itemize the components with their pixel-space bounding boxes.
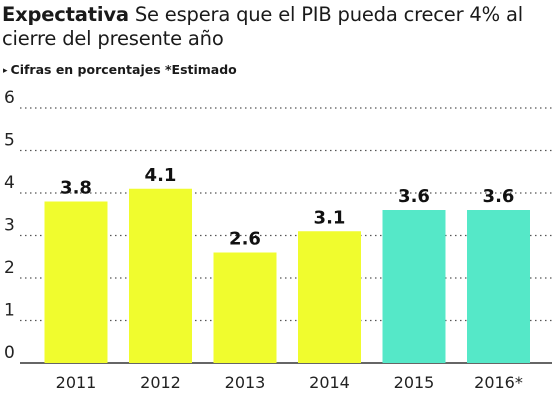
- data-label: 3.1: [314, 207, 346, 228]
- y-tick-label: 5: [4, 131, 15, 151]
- x-tick-label: 2014: [309, 373, 350, 392]
- data-label: 3.6: [398, 186, 430, 207]
- y-tick-label: 6: [4, 88, 15, 108]
- y-tick-label: 1: [4, 301, 15, 321]
- title-strong: Expectativa: [2, 3, 129, 26]
- x-tick-label: 2011: [56, 373, 97, 392]
- x-tick-label: 2016*: [474, 373, 523, 392]
- x-tick-label: 2013: [225, 373, 266, 392]
- y-tick-label: 3: [4, 216, 15, 236]
- bar: [382, 210, 446, 363]
- bar: [44, 201, 108, 363]
- y-tick-label: 0: [4, 343, 15, 363]
- data-label: 3.6: [483, 186, 515, 207]
- title-rest: Se espera que el PIB pueda crecer 4% al …: [2, 3, 523, 50]
- triangle-marker-icon: ▸: [3, 66, 8, 76]
- subtitle-text: Cifras en porcentajes *Estimado: [10, 62, 237, 77]
- bar: [129, 188, 192, 363]
- data-label: 3.8: [60, 178, 92, 199]
- y-tick-label: 4: [4, 173, 15, 193]
- data-label: 4.1: [145, 165, 177, 186]
- bar: [213, 252, 277, 363]
- data-label: 2.6: [229, 229, 261, 250]
- x-tick-label: 2012: [140, 373, 181, 392]
- bar: [298, 231, 361, 363]
- bar: [467, 210, 530, 363]
- y-tick-label: 2: [4, 258, 15, 278]
- x-tick-label: 2015: [394, 373, 435, 392]
- chart-title: Expectativa Se espera que el PIB pueda c…: [2, 3, 550, 51]
- chart-subtitle: ▸ Cifras en porcentajes *Estimado: [3, 62, 237, 77]
